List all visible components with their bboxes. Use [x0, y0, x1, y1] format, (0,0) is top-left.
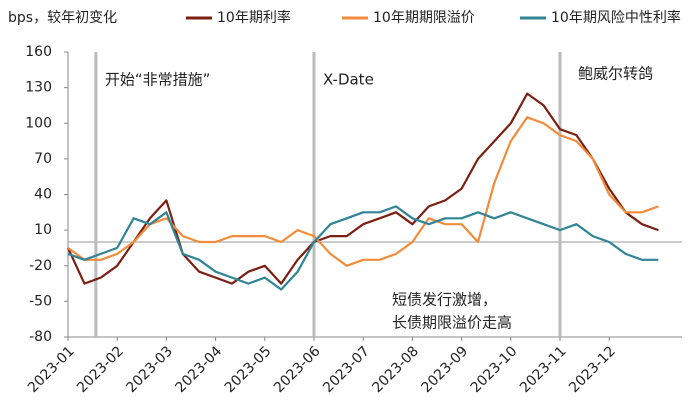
y-tick-label: 40	[34, 187, 52, 203]
x-tick-label: 2023-08	[369, 343, 422, 396]
annotation: 鲍威尔转鸽	[578, 65, 653, 83]
x-tick-label: 2023-05	[222, 343, 275, 396]
legend-label: 10年期风险中性利率	[551, 9, 681, 26]
annotation: 开始“非常措施”	[105, 71, 211, 89]
y-tick-label: 130	[25, 80, 52, 96]
x-tick-label: 2023-03	[123, 343, 176, 396]
x-tick-label: 2023-01	[25, 343, 78, 396]
y-tick-label: 70	[34, 151, 52, 167]
x-tick-label: 2023-07	[320, 343, 373, 396]
x-tick-label: 2023-11	[517, 343, 570, 396]
annotation: X-Date	[323, 71, 374, 89]
y-tick-label: 160	[25, 44, 52, 60]
x-tick-label: 2023-02	[74, 343, 127, 396]
x-tick-label: 2023-10	[468, 343, 521, 396]
y-tick-label: -20	[29, 258, 52, 274]
x-tick-label: 2023-12	[566, 343, 619, 396]
x-tick-label: 2023-04	[173, 343, 226, 396]
y-tick-label: 10	[34, 222, 52, 238]
series-line	[67, 205, 659, 291]
x-tick-label: 2023-06	[271, 343, 324, 396]
x-tick-label: 2023-09	[419, 343, 472, 396]
y-tick-label: -50	[29, 293, 52, 309]
y-tick-label: -80	[29, 329, 52, 345]
y-axis-label: bps，较年初变化	[8, 9, 117, 26]
y-tick-label: 100	[25, 115, 52, 131]
legend-label: 10年期利率	[217, 9, 291, 26]
series-line	[67, 116, 659, 267]
note: 长债期限溢价走高	[392, 314, 512, 332]
legend-label: 10年期期限溢价	[373, 10, 475, 26]
note: 短债发行激增，	[392, 291, 497, 309]
series-line	[67, 92, 659, 285]
